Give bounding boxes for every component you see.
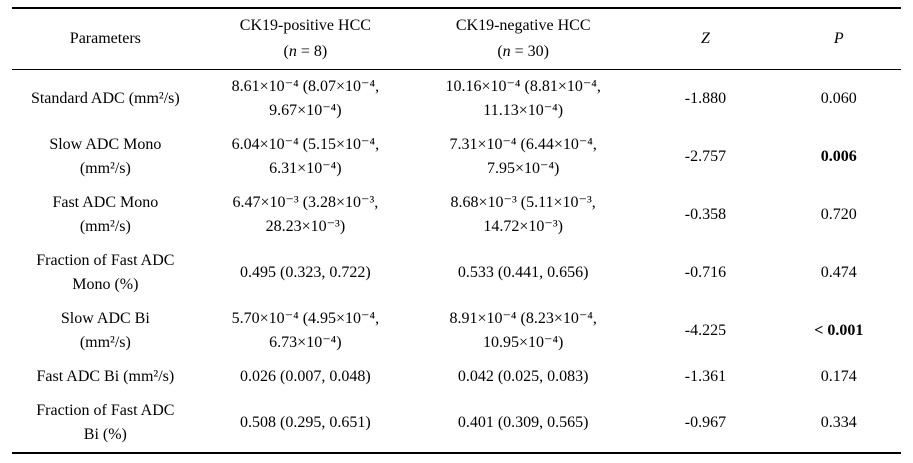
table-row: Slow ADC Bi (mm²/s) 5.70×10⁻⁴ (4.95×10⁻⁴… [12, 302, 901, 360]
ck19-positive-cell: 6.04×10⁻⁴ (5.15×10⁻⁴, 6.31×10⁻⁴) [231, 136, 380, 177]
z-cell: -1.361 [684, 368, 727, 385]
ck19-negative-cell: 8.68×10⁻³ (5.11×10⁻³, 14.72×10⁻³) [450, 194, 596, 235]
p-cell: 0.174 [820, 368, 857, 385]
col-header-ck19-negative-n: (n = 30) [497, 43, 550, 60]
header-row: Parameters CK19-positive HCC (n = 8) CK1… [12, 7, 901, 70]
param-cell: Fraction of Fast ADC Bi (%) [12, 394, 199, 454]
param-cell: Fast ADC Mono (mm²/s) [52, 194, 159, 235]
p-cell: 0.474 [820, 264, 857, 281]
ck19-negative-cell: 10.16×10⁻⁴ (8.81×10⁻⁴, 11.13×10⁻⁴) [445, 78, 601, 119]
ck19-negative-cell: 8.91×10⁻⁴ (8.23×10⁻⁴, 10.95×10⁻⁴) [449, 310, 597, 351]
p-cell: 0.060 [820, 90, 857, 107]
z-cell: -4.225 [684, 322, 727, 339]
param-cell: Slow ADC Bi (mm²/s) [60, 310, 150, 351]
ck19-positive-cell: 0.508 (0.295, 0.651) [198, 394, 413, 454]
param-cell: Slow ADC Mono (mm²/s) [49, 136, 162, 177]
col-header-ck19-positive-n: (n = 8) [283, 43, 328, 60]
ck19-negative-cell: 7.31×10⁻⁴ (6.44×10⁻⁴, 7.95×10⁻⁴) [449, 136, 597, 177]
table-row: Fraction of Fast ADC Mono (%) 0.495 (0.3… [12, 244, 901, 302]
p-cell: 0.006 [820, 148, 857, 165]
ck19-positive-cell: 8.61×10⁻⁴ (8.07×10⁻⁴, 9.67×10⁻⁴) [231, 78, 380, 119]
p-cell: 0.720 [820, 206, 857, 223]
ck19-positive-cell: 5.70×10⁻⁴ (4.95×10⁻⁴, 6.73×10⁻⁴) [231, 310, 380, 351]
table-row: Fast ADC Bi (mm²/s) 0.026 (0.007, 0.048)… [12, 360, 901, 394]
ck19-positive-cell: 0.495 (0.323, 0.722) [240, 264, 371, 281]
z-cell: -1.880 [684, 90, 727, 107]
col-header-ck19-negative: CK19-negative HCC (n = 30) [412, 7, 635, 70]
ck19-negative-cell: 0.533 (0.441, 0.656) [457, 264, 589, 281]
param-cell: Fast ADC Bi (mm²/s) [36, 368, 175, 385]
p-cell: < 0.001 [814, 322, 864, 339]
z-cell: -0.358 [684, 206, 727, 223]
col-header-ck19-negative-title: CK19-negative HCC [455, 17, 591, 34]
col-header-ck19-positive-title: CK19-positive HCC [239, 17, 371, 34]
p-cell: 0.334 [776, 394, 901, 454]
col-header-z: Z [634, 7, 777, 70]
table-row: Fraction of Fast ADC Bi (%) 0.508 (0.295… [12, 394, 901, 454]
col-header-parameters: Parameters [12, 7, 199, 70]
col-header-ck19-positive: CK19-positive HCC (n = 8) [198, 7, 413, 70]
ck19-negative-cell: 0.042 (0.025, 0.083) [457, 368, 589, 385]
ck19-positive-cell: 0.026 (0.007, 0.048) [240, 368, 371, 385]
results-table: Parameters CK19-positive HCC (n = 8) CK1… [12, 7, 901, 454]
param-cell: Standard ADC (mm²/s) [30, 90, 180, 107]
ck19-positive-cell: 6.47×10⁻³ (3.28×10⁻³, 28.23×10⁻³) [232, 194, 379, 235]
table-row: Slow ADC Mono (mm²/s) 6.04×10⁻⁴ (5.15×10… [12, 128, 901, 186]
z-cell: -0.716 [684, 264, 727, 281]
col-header-p: P [776, 7, 901, 70]
table-row: Standard ADC (mm²/s) 8.61×10⁻⁴ (8.07×10⁻… [12, 70, 901, 129]
z-cell: -2.757 [684, 148, 727, 165]
z-cell: -0.967 [634, 394, 777, 454]
param-cell: Fraction of Fast ADC Mono (%) [36, 252, 175, 293]
table-row: Fast ADC Mono (mm²/s) 6.47×10⁻³ (3.28×10… [12, 186, 901, 244]
ck19-negative-cell: 0.401 (0.309, 0.565) [412, 394, 635, 454]
